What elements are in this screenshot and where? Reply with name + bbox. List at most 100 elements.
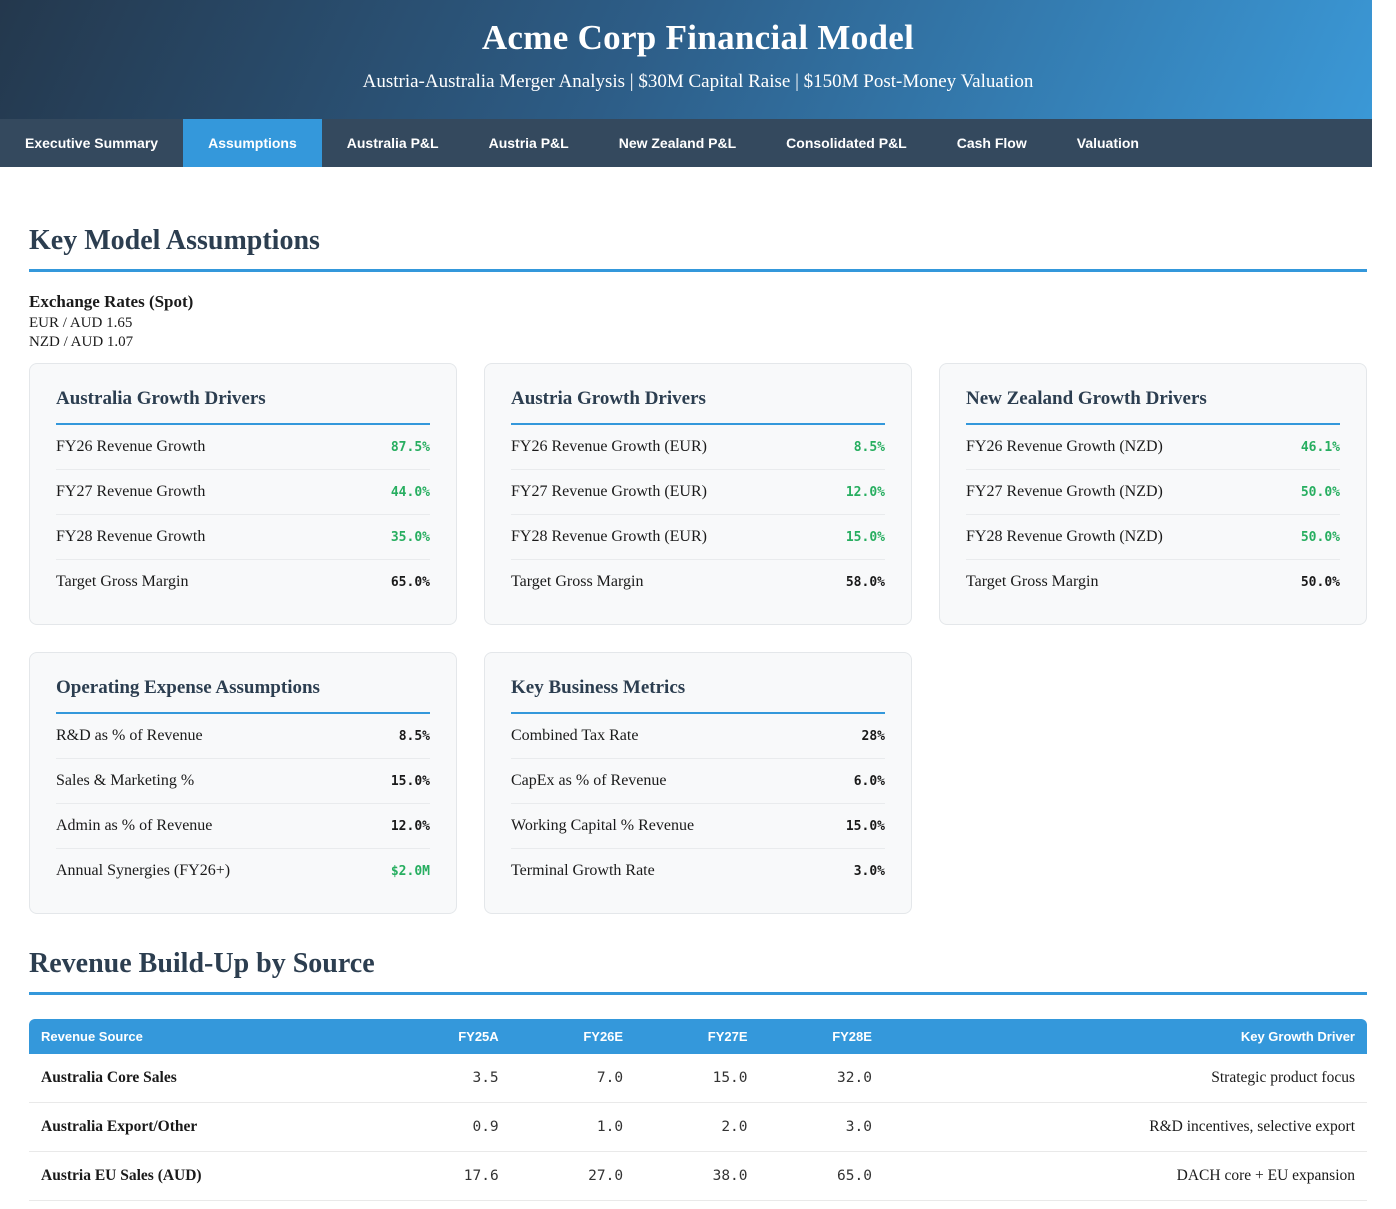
card-title: Key Business Metrics [511, 677, 885, 714]
metric-row: Target Gross Margin 65.0% [56, 560, 430, 604]
expense-metric-cards: Operating Expense Assumptions R&D as % o… [29, 652, 1367, 914]
metric-value: 15.0% [845, 529, 885, 545]
card-operating-expense-assumptions: Operating Expense Assumptions R&D as % o… [29, 652, 457, 914]
metric-label: FY28 Revenue Growth [56, 528, 206, 545]
metric-row: Annual Synergies (FY26+) $2.0M [56, 849, 430, 893]
metric-row: FY26 Revenue Growth (EUR) 8.5% [511, 425, 885, 470]
growth-driver-cell: DACH core + EU expansion [887, 1151, 1367, 1201]
app-title: Acme Corp Financial Model [481, 18, 915, 57]
section-heading-revenue-buildup: Revenue Build-Up by Source [29, 948, 1367, 995]
metric-value: 12.0% [845, 484, 885, 500]
metric-label: FY27 Revenue Growth (NZD) [966, 483, 1163, 500]
metric-label: FY28 Revenue Growth (NZD) [966, 528, 1163, 545]
fy25a-cell: 0.9 [390, 1102, 515, 1152]
app-header: Acme Corp Financial Model Austria-Austra… [0, 0, 1396, 119]
metric-value: 28% [861, 728, 885, 744]
metric-label: CapEx as % of Revenue [511, 772, 667, 789]
section-heading-assumptions: Key Model Assumptions [29, 225, 1367, 272]
card-austria-growth-drivers: Austria Growth Drivers FY26 Revenue Grow… [484, 363, 912, 625]
metric-label: Combined Tax Rate [511, 727, 639, 744]
card-key-business-metrics: Key Business Metrics Combined Tax Rate 2… [484, 652, 912, 914]
metric-value: 50.0% [1300, 484, 1340, 500]
revenue-source-cell: Australia Export/Other [29, 1102, 391, 1152]
fy28e-cell: 65.0 [763, 1151, 888, 1201]
revenue-source-cell: Australia Core Sales [29, 1054, 391, 1103]
metric-value: 50.0% [1300, 529, 1340, 545]
metric-row: FY26 Revenue Growth (NZD) 46.1% [966, 425, 1340, 470]
tab-australia-pl[interactable]: Australia P&L [346, 135, 439, 151]
tab-valuation[interactable]: Valuation [1076, 135, 1139, 151]
table-row: Australia Export/Other 0.9 1.0 2.0 3.0 R… [29, 1102, 1367, 1152]
metric-value: 46.1% [1300, 439, 1340, 455]
tab-new-zealand-pl[interactable]: New Zealand P&L [618, 135, 737, 151]
metric-value: 8.5% [853, 439, 885, 455]
card-new-zealand-growth-drivers: New Zealand Growth Drivers FY26 Revenue … [939, 363, 1367, 625]
metric-row: Combined Tax Rate 28% [511, 714, 885, 759]
revenue-table-header: Revenue Source FY25A FY26E FY27E FY28E K… [29, 1019, 1367, 1054]
revenue-table-wrapper: Revenue Source FY25A FY26E FY27E FY28E K… [29, 1019, 1367, 1201]
metric-value: 15.0% [390, 773, 430, 789]
main-content: Key Model Assumptions Exchange Rates (Sp… [0, 225, 1396, 1201]
tab-consolidated-pl[interactable]: Consolidated P&L [786, 135, 907, 151]
metric-label: Admin as % of Revenue [56, 817, 213, 834]
tab-cash-flow[interactable]: Cash Flow [956, 135, 1027, 151]
metric-label: Sales & Marketing % [56, 772, 195, 789]
metric-row: FY28 Revenue Growth (NZD) 50.0% [966, 515, 1340, 560]
fy26e-cell: 7.0 [514, 1054, 640, 1103]
metric-row: FY28 Revenue Growth 35.0% [56, 515, 430, 560]
metric-value: 6.0% [853, 773, 885, 789]
tab-assumptions[interactable]: Assumptions [183, 119, 322, 167]
metric-row: FY27 Revenue Growth 44.0% [56, 470, 430, 515]
scrollbar-gutter [1372, 0, 1396, 1209]
table-row: Austria EU Sales (AUD) 17.6 27.0 38.0 65… [29, 1151, 1367, 1201]
metric-value: 3.0% [853, 863, 885, 879]
metric-row: Working Capital % Revenue 15.0% [511, 804, 885, 849]
metric-value: 8.5% [398, 728, 430, 744]
metric-row: FY26 Revenue Growth 87.5% [56, 425, 430, 470]
fy26e-cell: 27.0 [514, 1151, 640, 1201]
metric-row: CapEx as % of Revenue 6.0% [511, 759, 885, 804]
metric-value: 58.0% [845, 574, 885, 590]
metric-row: Sales & Marketing % 15.0% [56, 759, 430, 804]
metric-row: FY27 Revenue Growth (EUR) 12.0% [511, 470, 885, 515]
metric-label: Terminal Growth Rate [511, 862, 655, 879]
metric-label: Target Gross Margin [966, 573, 1099, 590]
card-title: Austria Growth Drivers [511, 388, 885, 425]
card-australia-growth-drivers: Australia Growth Drivers FY26 Revenue Gr… [29, 363, 457, 625]
metric-label: FY26 Revenue Growth (EUR) [511, 438, 707, 455]
metric-value: 87.5% [390, 439, 430, 455]
metric-value: 12.0% [390, 818, 430, 834]
tab-austria-pl[interactable]: Austria P&L [488, 135, 569, 151]
table-row: Australia Core Sales 3.5 7.0 15.0 32.0 S… [29, 1054, 1367, 1103]
column-header-key-growth-driver: Key Growth Driver [887, 1019, 1367, 1054]
metric-row: Terminal Growth Rate 3.0% [511, 849, 885, 893]
metric-value: 50.0% [1300, 574, 1340, 590]
tab-executive-summary[interactable]: Executive Summary [25, 135, 159, 151]
metric-label: Working Capital % Revenue [511, 817, 695, 834]
metric-label: Annual Synergies (FY26+) [56, 862, 231, 879]
metric-row: FY27 Revenue Growth (NZD) 50.0% [966, 470, 1340, 515]
metric-label: Target Gross Margin [56, 573, 189, 590]
revenue-source-cell: Austria EU Sales (AUD) [29, 1151, 391, 1201]
exchange-rate-eur-aud: EUR / AUD 1.65 [29, 315, 133, 331]
growth-driver-cell: R&D incentives, selective export [887, 1102, 1367, 1152]
metric-label: FY28 Revenue Growth (EUR) [511, 528, 707, 545]
fy28e-cell: 3.0 [763, 1102, 888, 1152]
exchange-rates-title: Exchange Rates (Spot) [29, 292, 194, 311]
metric-row: Target Gross Margin 58.0% [511, 560, 885, 604]
metric-row: Target Gross Margin 50.0% [966, 560, 1340, 604]
metric-row: Admin as % of Revenue 12.0% [56, 804, 430, 849]
metric-row: R&D as % of Revenue 8.5% [56, 714, 430, 759]
metric-label: FY27 Revenue Growth [56, 483, 206, 500]
fy25a-cell: 17.6 [390, 1151, 515, 1201]
column-header-fy27e: FY27E [639, 1019, 764, 1054]
card-title: Australia Growth Drivers [56, 388, 430, 425]
metric-value: 35.0% [390, 529, 430, 545]
metric-label: FY26 Revenue Growth [56, 438, 206, 455]
column-header-fy25a: FY25A [390, 1019, 515, 1054]
main-nav: Executive Summary Assumptions Australia … [0, 119, 1396, 167]
metric-value: $2.0M [390, 863, 430, 879]
metric-label: FY26 Revenue Growth (NZD) [966, 438, 1163, 455]
fy28e-cell: 32.0 [763, 1054, 888, 1103]
growth-driver-cards: Australia Growth Drivers FY26 Revenue Gr… [29, 363, 1367, 625]
